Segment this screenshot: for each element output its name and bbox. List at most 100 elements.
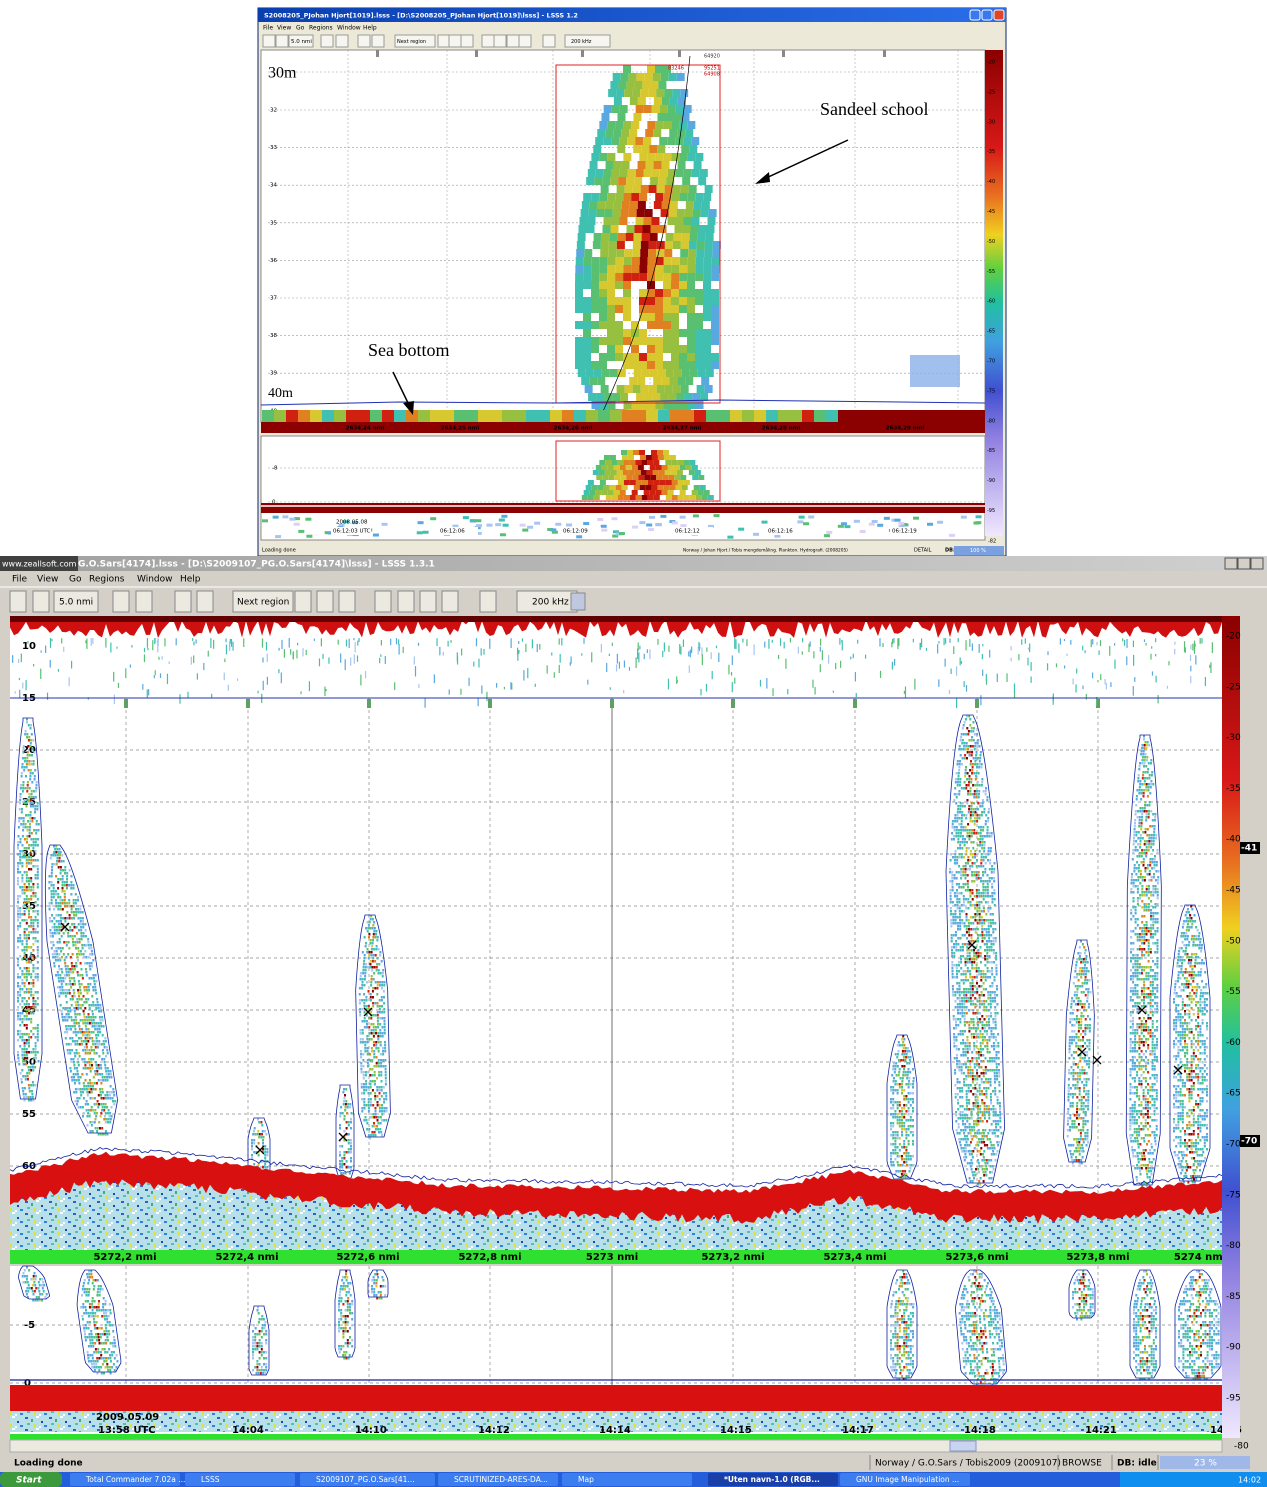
- school-echo: [366, 981, 368, 984]
- color-scale-label: -65: [987, 329, 995, 335]
- color-scale-label: -90: [987, 478, 995, 484]
- school-echo: [966, 835, 968, 838]
- menu-item[interactable]: File: [263, 25, 273, 32]
- school-echo: [986, 1045, 988, 1048]
- ping-marker: [488, 699, 492, 708]
- school-echo: [377, 1128, 379, 1131]
- toolbar-button[interactable]: [494, 35, 506, 47]
- toolbar-button[interactable]: [461, 35, 473, 47]
- school-echo: [958, 1048, 960, 1051]
- close-button[interactable]: [994, 10, 1004, 20]
- toolbar-button[interactable]: [480, 591, 496, 612]
- school-echo: [972, 991, 974, 994]
- window-button[interactable]: [982, 10, 992, 20]
- menu-item[interactable]: File: [12, 575, 28, 585]
- toolbar-button[interactable]: [372, 35, 384, 47]
- toolbar-button[interactable]: [276, 35, 288, 47]
- school-echo: [345, 1106, 347, 1109]
- school-echo: [103, 1025, 105, 1028]
- window-button[interactable]: [1238, 558, 1250, 569]
- school-echo: [84, 1016, 86, 1019]
- toolbar-button[interactable]: [398, 591, 414, 612]
- school-echo: [384, 1032, 386, 1035]
- school-echo: [77, 1073, 79, 1076]
- menu-item[interactable]: Regions: [309, 25, 333, 32]
- school-echo: [24, 1003, 26, 1006]
- menu-item[interactable]: Help: [180, 575, 201, 585]
- toolbar-button[interactable]: [507, 35, 519, 47]
- school-echo: [90, 1088, 92, 1091]
- surface-noise: [835, 663, 836, 669]
- menu-item[interactable]: Window: [337, 25, 361, 32]
- frequency-select[interactable]: 200 kHz: [532, 598, 569, 608]
- toolbar-button[interactable]: [317, 591, 333, 612]
- toolbar-button[interactable]: [438, 35, 450, 47]
- echo-pixel: [597, 129, 605, 137]
- toolbar-button[interactable]: [336, 35, 348, 47]
- toolbar-button[interactable]: [33, 591, 49, 612]
- toolbar-button[interactable]: [197, 591, 213, 612]
- frequency-select[interactable]: 200 kHz: [571, 39, 592, 45]
- school-echo: [60, 917, 62, 920]
- school-echo: [93, 1019, 95, 1022]
- school-echo: [959, 811, 961, 814]
- school-echo: [966, 925, 968, 928]
- school-echo: [63, 980, 65, 983]
- toolbar-button[interactable]: [375, 591, 391, 612]
- school-echo: [962, 1015, 964, 1018]
- school-echo: [60, 869, 62, 872]
- toolbar-button[interactable]: [449, 35, 461, 47]
- toolbar-button[interactable]: [263, 35, 275, 47]
- school-echo: [89, 1064, 91, 1067]
- school-echo: [992, 898, 994, 901]
- menu-item[interactable]: View: [37, 575, 58, 585]
- school-echo: [258, 1136, 260, 1139]
- window-button[interactable]: [970, 10, 980, 20]
- menu-item[interactable]: Window: [137, 575, 173, 585]
- school-echo: [974, 784, 976, 787]
- echo-pixel: [656, 465, 662, 470]
- toolbar-button[interactable]: [358, 35, 370, 47]
- echo-pixel: [695, 470, 701, 475]
- school-echo: [23, 1093, 25, 1096]
- toolbar-button[interactable]: [420, 591, 436, 612]
- menu-item[interactable]: Go: [69, 575, 82, 585]
- school-echo: [106, 1073, 108, 1076]
- menu-item[interactable]: Go: [296, 25, 305, 32]
- echo-pixel: [663, 289, 671, 297]
- toolbar-button[interactable]: [321, 35, 333, 47]
- toolbar-button[interactable]: [519, 35, 531, 47]
- toolbar-button[interactable]: [543, 35, 555, 47]
- school-echo: [910, 1155, 912, 1158]
- school-echo: [986, 928, 988, 931]
- toolbar-button[interactable]: [113, 591, 129, 612]
- menu-item[interactable]: Help: [363, 25, 377, 32]
- school-echo: [30, 961, 32, 964]
- school-echo: [974, 793, 976, 796]
- toolbar-button[interactable]: [442, 591, 458, 612]
- next-region-button[interactable]: Next region: [397, 39, 426, 45]
- toolbar-button[interactable]: [175, 591, 191, 612]
- window-button[interactable]: [1225, 558, 1237, 569]
- school-echo: [32, 883, 34, 886]
- toolbar-button[interactable]: [10, 591, 26, 612]
- echo-pixel: [633, 450, 639, 455]
- window-button[interactable]: [1251, 558, 1263, 569]
- toolbar-button[interactable]: [482, 35, 494, 47]
- menu-item[interactable]: View: [277, 25, 291, 32]
- school-echo: [380, 1059, 382, 1062]
- surface-noise: [360, 675, 361, 686]
- school-echo: [37, 967, 39, 970]
- echo-pixel: [708, 217, 716, 225]
- school-echo: [967, 790, 969, 793]
- school-echo: [374, 1002, 376, 1005]
- echo-pixel: [671, 121, 679, 129]
- toolbar-button[interactable]: [339, 591, 355, 612]
- toolbar-button[interactable]: [295, 591, 311, 612]
- dropdown-arrow[interactable]: [571, 593, 585, 610]
- echo-pixel: [650, 465, 656, 470]
- next-region-button[interactable]: Next region: [237, 598, 289, 608]
- menu-item[interactable]: Regions: [89, 575, 125, 585]
- school-echo: [90, 1097, 92, 1100]
- toolbar-button[interactable]: [136, 591, 152, 612]
